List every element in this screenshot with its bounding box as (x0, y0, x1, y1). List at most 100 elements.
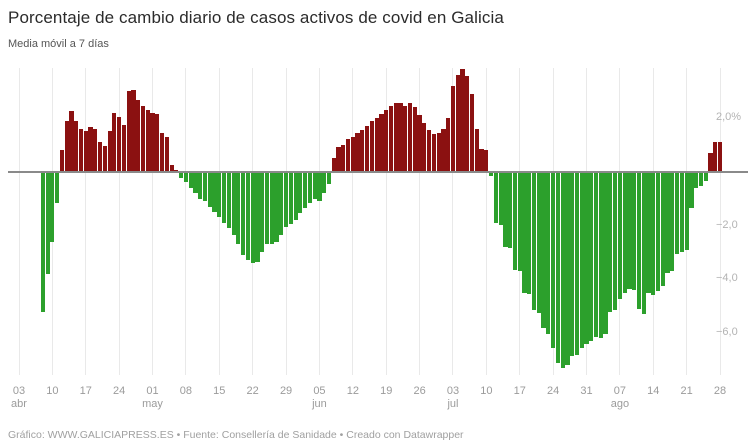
bar-negative[interactable] (694, 171, 699, 188)
bar-negative[interactable] (536, 171, 541, 313)
bar-negative[interactable] (689, 171, 694, 208)
bar-negative[interactable] (512, 171, 518, 270)
bar-positive[interactable] (474, 128, 479, 172)
bar-negative[interactable] (326, 171, 332, 184)
bar-positive[interactable] (365, 125, 370, 172)
bar-positive[interactable] (422, 123, 427, 172)
bar-positive[interactable] (369, 120, 374, 172)
bar-negative[interactable] (264, 171, 270, 245)
bar-negative[interactable] (288, 171, 293, 225)
bar-negative[interactable] (274, 171, 279, 242)
bar-negative[interactable] (226, 171, 231, 229)
bar-positive[interactable] (78, 128, 84, 172)
bar-positive[interactable] (417, 115, 422, 172)
bar-negative[interactable] (646, 171, 651, 293)
bar-positive[interactable] (126, 91, 131, 172)
bar-negative[interactable] (617, 171, 622, 300)
bar-negative[interactable] (660, 171, 665, 286)
bar-negative[interactable] (179, 171, 184, 179)
bar-negative[interactable] (322, 171, 327, 194)
bar-positive[interactable] (717, 142, 723, 172)
bar-negative[interactable] (221, 171, 227, 223)
bar-negative[interactable] (579, 171, 584, 348)
bar-positive[interactable] (450, 85, 456, 172)
bar-negative[interactable] (531, 171, 537, 311)
bar-positive[interactable] (336, 147, 341, 172)
bar-negative[interactable] (570, 171, 575, 356)
bar-positive[interactable] (112, 112, 117, 172)
bar-positive[interactable] (121, 124, 126, 172)
bar-positive[interactable] (479, 148, 484, 172)
bar-negative[interactable] (632, 171, 637, 291)
bar-positive[interactable] (159, 132, 165, 172)
bar-positive[interactable] (455, 74, 460, 172)
bar-positive[interactable] (446, 117, 451, 172)
bar-negative[interactable] (598, 171, 603, 339)
bar-negative[interactable] (675, 171, 680, 254)
bar-negative[interactable] (212, 171, 217, 213)
bar-negative[interactable] (260, 171, 265, 253)
bar-negative[interactable] (703, 171, 708, 182)
bar-positive[interactable] (436, 132, 441, 172)
bar-negative[interactable] (584, 171, 589, 344)
bar-negative[interactable] (541, 171, 546, 328)
bar-positive[interactable] (74, 120, 79, 172)
bar-negative[interactable] (498, 171, 503, 226)
bar-positive[interactable] (131, 89, 136, 172)
bar-positive[interactable] (145, 109, 150, 172)
bar-negative[interactable] (50, 171, 55, 242)
bar-negative[interactable] (613, 171, 618, 311)
bar-negative[interactable] (493, 171, 498, 223)
bar-positive[interactable] (164, 136, 169, 172)
bar-negative[interactable] (517, 171, 522, 272)
bar-negative[interactable] (522, 171, 527, 293)
bar-positive[interactable] (150, 112, 155, 172)
bar-positive[interactable] (403, 105, 408, 172)
bar-positive[interactable] (484, 150, 489, 172)
bar-negative[interactable] (489, 171, 494, 176)
bar-negative[interactable] (651, 171, 656, 296)
bar-negative[interactable] (183, 171, 188, 183)
bar-positive[interactable] (88, 127, 93, 172)
bar-positive[interactable] (427, 130, 432, 172)
bar-negative[interactable] (670, 171, 675, 272)
bar-negative[interactable] (555, 171, 560, 363)
bar-positive[interactable] (384, 109, 389, 172)
bar-positive[interactable] (379, 113, 384, 172)
bar-negative[interactable] (622, 171, 627, 293)
bar-negative[interactable] (546, 171, 551, 335)
bar-negative[interactable] (55, 171, 60, 203)
bar-positive[interactable] (355, 132, 360, 172)
bar-positive[interactable] (398, 103, 403, 172)
bar-negative[interactable] (298, 171, 303, 214)
bar-positive[interactable] (350, 136, 355, 172)
bar-negative[interactable] (560, 171, 565, 369)
bar-negative[interactable] (565, 171, 570, 366)
bar-negative[interactable] (684, 171, 689, 250)
bar-negative[interactable] (245, 171, 250, 261)
bar-negative[interactable] (241, 171, 246, 256)
bar-negative[interactable] (608, 171, 613, 312)
bar-positive[interactable] (107, 131, 112, 172)
bar-negative[interactable] (574, 171, 580, 355)
bar-negative[interactable] (231, 171, 236, 235)
bar-positive[interactable] (469, 93, 475, 172)
bar-positive[interactable] (341, 144, 346, 172)
bar-positive[interactable] (169, 164, 174, 172)
bar-negative[interactable] (279, 171, 284, 235)
bar-negative[interactable] (269, 171, 274, 245)
bar-negative[interactable] (236, 171, 241, 245)
bar-negative[interactable] (283, 171, 289, 227)
bar-positive[interactable] (407, 103, 413, 172)
bar-negative[interactable] (665, 171, 670, 273)
bar-negative[interactable] (45, 171, 50, 274)
bar-positive[interactable] (69, 111, 74, 172)
bar-negative[interactable] (503, 171, 508, 247)
bar-negative[interactable] (508, 171, 513, 249)
bar-positive[interactable] (708, 152, 713, 172)
bar-positive[interactable] (93, 128, 98, 172)
bar-positive[interactable] (136, 100, 141, 172)
bar-negative[interactable] (636, 171, 642, 309)
bar-positive[interactable] (117, 116, 122, 172)
bar-negative[interactable] (40, 171, 45, 312)
